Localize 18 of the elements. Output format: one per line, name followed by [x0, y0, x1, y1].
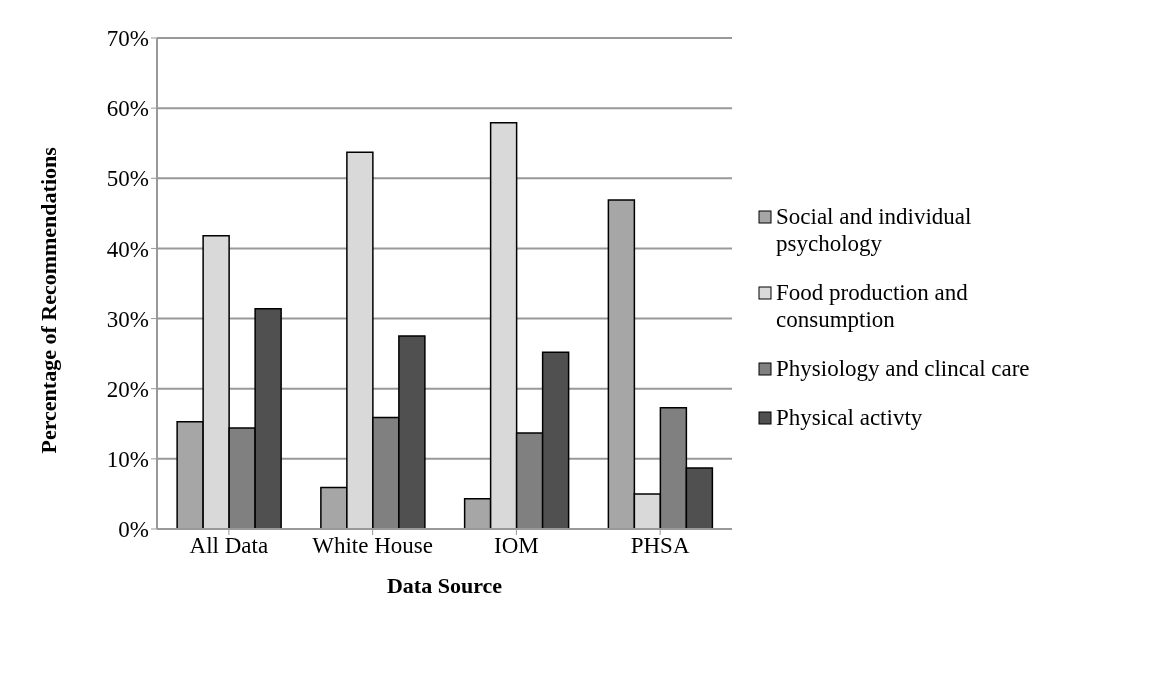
y-tick-label: 10% [106, 447, 149, 473]
legend-label: Food production and consumption [776, 279, 969, 333]
x-tick-label: All Data [189, 533, 269, 559]
legend-label: Physiology and clincal care [776, 355, 1031, 382]
x-axis-title: Data Source [386, 573, 503, 598]
y-axis-title: Percentage of Recommendations [35, 146, 61, 454]
y-tick-label: 0% [118, 517, 149, 543]
x-tick-label: PHSA [630, 533, 690, 559]
y-tick-label: 70% [106, 26, 149, 52]
y-tick-label: 30% [106, 306, 149, 332]
x-tick-label: IOM [494, 533, 539, 559]
y-tick-label: 60% [106, 96, 149, 122]
y-tick-label: 40% [106, 236, 149, 262]
y-tick-label: 50% [106, 166, 149, 192]
y-tick-label: 20% [106, 376, 149, 402]
legend-label: Social and individual psychology [776, 203, 973, 257]
legend-label: Physical activty [776, 404, 924, 431]
x-tick-label: White House [312, 533, 433, 559]
